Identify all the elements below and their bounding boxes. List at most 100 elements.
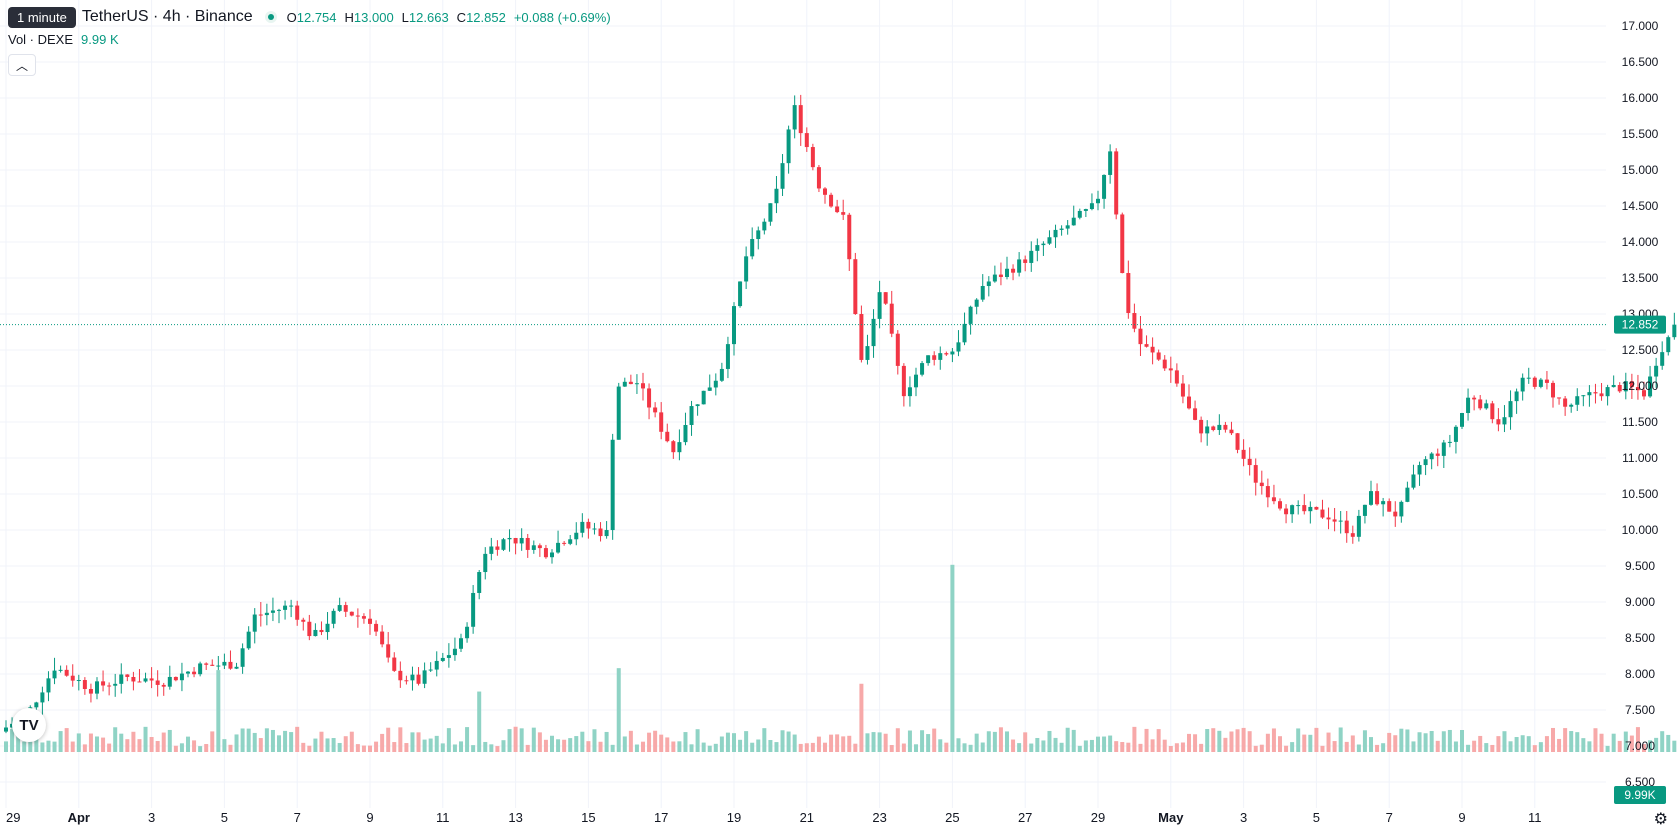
candle-body[interactable] — [1187, 396, 1191, 409]
candle-body[interactable] — [816, 167, 821, 189]
candle-body[interactable] — [732, 306, 736, 345]
candle-body[interactable] — [1253, 465, 1258, 483]
candle-body[interactable] — [1593, 392, 1598, 394]
candle-body[interactable] — [1017, 259, 1022, 273]
candle-body[interactable] — [404, 680, 409, 682]
candle-body[interactable] — [1350, 533, 1355, 537]
candle-body[interactable] — [780, 163, 785, 189]
candle-body[interactable] — [744, 256, 749, 282]
candle-body[interactable] — [368, 618, 372, 624]
candle-body[interactable] — [1102, 174, 1107, 199]
candle-body[interactable] — [349, 611, 354, 616]
candle-body[interactable] — [938, 353, 943, 360]
candle-body[interactable] — [331, 610, 336, 624]
candle-body[interactable] — [1235, 433, 1240, 450]
candle-body[interactable] — [1005, 268, 1009, 277]
candle-body[interactable] — [823, 188, 827, 195]
candle-body[interactable] — [477, 572, 482, 593]
candle-body[interactable] — [113, 683, 118, 686]
candle-body[interactable] — [1247, 458, 1252, 466]
candle-body[interactable] — [1023, 259, 1028, 263]
candle-body[interactable] — [131, 676, 136, 682]
candle-body[interactable] — [1199, 419, 1204, 434]
candle-body[interactable] — [380, 631, 385, 645]
candle-body[interactable] — [1629, 381, 1634, 388]
candle-body[interactable] — [82, 680, 87, 689]
candle-body[interactable] — [962, 323, 967, 343]
candle-body[interactable] — [374, 623, 379, 632]
candle-body[interactable] — [228, 661, 233, 669]
candle-body[interactable] — [986, 281, 991, 287]
candle-body[interactable] — [1278, 501, 1282, 509]
candle-body[interactable] — [1393, 511, 1398, 517]
candle-body[interactable] — [543, 548, 548, 558]
candle-body[interactable] — [683, 424, 688, 443]
candle-body[interactable] — [1672, 324, 1677, 338]
candle-body[interactable] — [501, 539, 506, 550]
candle-body[interactable] — [428, 669, 433, 671]
candle-body[interactable] — [980, 286, 985, 300]
candle-body[interactable] — [1114, 151, 1119, 215]
candle-body[interactable] — [1211, 426, 1216, 431]
candle-body[interactable] — [361, 616, 366, 619]
candle-body[interactable] — [1356, 515, 1361, 537]
candle-body[interactable] — [671, 441, 676, 453]
candle-body[interactable] — [52, 670, 57, 679]
candle-body[interactable] — [1575, 396, 1580, 405]
candle-body[interactable] — [1205, 426, 1210, 434]
candle-body[interactable] — [677, 442, 682, 453]
candle-body[interactable] — [386, 644, 391, 658]
candle-body[interactable] — [1472, 397, 1477, 400]
candle-body[interactable] — [1508, 401, 1513, 418]
candle-body[interactable] — [1375, 491, 1380, 505]
candle-body[interactable] — [974, 299, 979, 307]
candle-body[interactable] — [562, 542, 567, 544]
candle-body[interactable] — [1605, 387, 1610, 397]
candle-body[interactable] — [1551, 382, 1555, 398]
candle-body[interactable] — [859, 314, 864, 360]
candle-body[interactable] — [1635, 387, 1640, 391]
candle-body[interactable] — [1296, 505, 1301, 507]
candle-body[interactable] — [125, 674, 130, 677]
candle-body[interactable] — [1265, 486, 1270, 498]
candle-body[interactable] — [216, 665, 221, 667]
candle-body[interactable] — [337, 605, 342, 611]
candle-body[interactable] — [489, 546, 494, 554]
candle-body[interactable] — [76, 680, 81, 682]
candle-body[interactable] — [1642, 390, 1646, 397]
candle-body[interactable] — [198, 663, 203, 675]
candle-body[interactable] — [756, 230, 761, 240]
candle-body[interactable] — [1144, 344, 1149, 347]
candle-body[interactable] — [1120, 214, 1125, 274]
candle-body[interactable] — [998, 274, 1003, 277]
candle-body[interactable] — [58, 669, 63, 671]
candle-body[interactable] — [574, 532, 579, 540]
candle-body[interactable] — [1484, 403, 1489, 409]
candle-body[interactable] — [1047, 237, 1052, 244]
candle-body[interactable] — [750, 239, 755, 257]
candle-body[interactable] — [301, 619, 306, 622]
candle-body[interactable] — [222, 661, 227, 666]
candle-body[interactable] — [537, 545, 542, 549]
candle-body[interactable] — [1290, 505, 1295, 515]
candle-body[interactable] — [689, 406, 694, 425]
candle-body[interactable] — [628, 381, 633, 385]
candle-body[interactable] — [1132, 313, 1137, 329]
candle-body[interactable] — [1557, 397, 1562, 399]
candle-body[interactable] — [1029, 250, 1034, 263]
candle-body[interactable] — [616, 386, 621, 440]
candle-body[interactable] — [1126, 273, 1131, 314]
candle-body[interactable] — [1162, 359, 1167, 369]
tradingview-logo-icon[interactable]: TV — [12, 708, 46, 742]
candle-body[interactable] — [610, 439, 615, 531]
candle-body[interactable] — [1362, 504, 1367, 516]
candle-body[interactable] — [725, 344, 730, 369]
candle-body[interactable] — [853, 259, 858, 315]
candle-body[interactable] — [944, 353, 949, 355]
candle-body[interactable] — [64, 669, 69, 676]
candle-body[interactable] — [519, 537, 524, 544]
candle-body[interactable] — [137, 681, 142, 683]
candle-body[interactable] — [719, 368, 724, 381]
candle-body[interactable] — [1441, 442, 1446, 456]
candle-body[interactable] — [101, 681, 106, 686]
